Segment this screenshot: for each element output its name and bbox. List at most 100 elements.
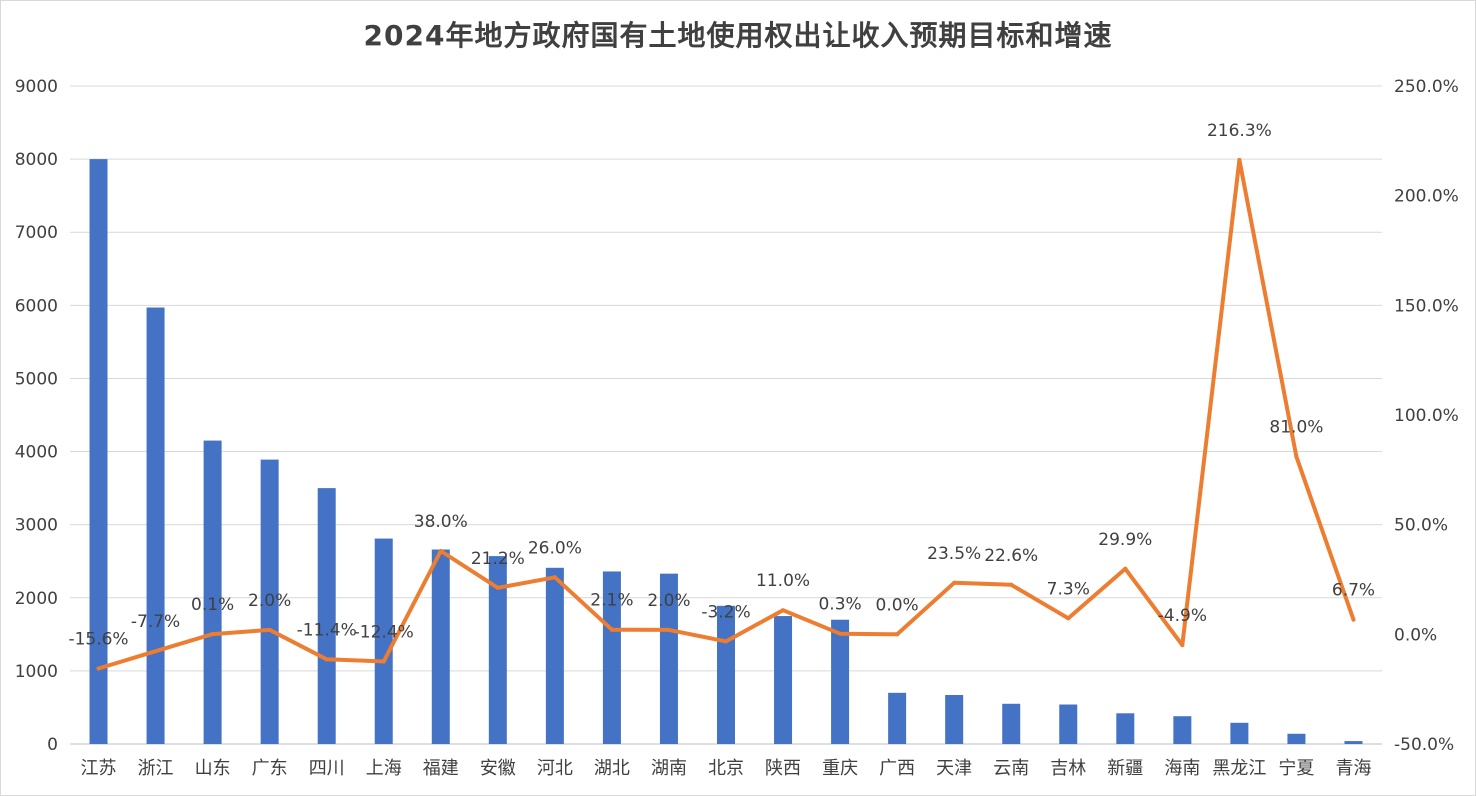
right-axis-tick-label: -50.0% — [1394, 735, 1454, 755]
category-label: 新疆 — [1107, 758, 1143, 779]
growth-data-label: 11.0% — [756, 571, 810, 591]
growth-data-label: 0.3% — [818, 595, 861, 615]
growth-data-label: 2.1% — [590, 591, 633, 611]
growth-point — [781, 608, 786, 613]
growth-point — [210, 632, 215, 637]
bar — [374, 538, 393, 744]
category-label: 山东 — [195, 758, 231, 779]
bar — [831, 619, 850, 744]
growth-data-label: 26.0% — [528, 538, 582, 558]
growth-point — [552, 575, 557, 580]
category-label: 云南 — [993, 758, 1029, 779]
growth-point — [1351, 617, 1356, 622]
bar — [774, 616, 793, 744]
left-axis-tick-label: 4000 — [15, 443, 58, 463]
bar — [260, 459, 279, 744]
growth-point — [724, 639, 728, 644]
left-axis-tick-label: 5000 — [15, 369, 58, 389]
left-axis-tick-label: 3000 — [15, 516, 58, 536]
left-axis-tick-label: 1000 — [15, 662, 58, 682]
growth-data-label: 0.1% — [191, 595, 234, 615]
growth-point — [324, 657, 329, 662]
category-label: 北京 — [708, 758, 744, 779]
growth-point — [1180, 643, 1185, 648]
bar — [717, 605, 735, 744]
right-axis-tick-label: 100.0% — [1394, 406, 1459, 426]
category-label: 广东 — [252, 758, 288, 779]
left-axis-tick-label: 2000 — [15, 589, 58, 609]
category-label: 天津 — [936, 758, 972, 779]
right-axis-tick-label: 200.0% — [1394, 187, 1459, 207]
bar — [1344, 741, 1363, 744]
bar — [317, 488, 336, 744]
growth-point — [438, 548, 443, 553]
category-label: 宁夏 — [1278, 758, 1314, 779]
growth-point — [96, 666, 101, 671]
bar — [89, 159, 108, 745]
category-label: 浙江 — [138, 758, 174, 779]
growth-data-label: 38.0% — [414, 512, 468, 532]
category-label: 江苏 — [81, 758, 117, 779]
right-axis-tick-label: 150.0% — [1394, 296, 1459, 316]
growth-data-label: 7.3% — [1047, 579, 1090, 599]
growth-data-label: -11.4% — [297, 620, 357, 640]
growth-data-label: 216.3% — [1207, 121, 1272, 141]
category-label: 陕西 — [765, 758, 801, 779]
bar — [659, 573, 678, 744]
growth-data-label: -12.4% — [354, 623, 414, 643]
category-label: 安徽 — [480, 758, 516, 779]
growth-data-label: 2.0% — [248, 591, 291, 611]
bar — [945, 695, 964, 744]
bar — [488, 556, 507, 744]
left-axis-tick-label: 6000 — [15, 296, 58, 316]
growth-data-label: 29.9% — [1098, 530, 1152, 550]
category-label: 河北 — [537, 758, 573, 779]
bar — [146, 307, 165, 744]
growth-data-label: 0.0% — [876, 595, 919, 615]
growth-data-label: -3.2% — [701, 602, 750, 622]
bar — [602, 571, 621, 744]
growth-point — [381, 659, 386, 664]
bar — [1059, 704, 1078, 744]
bar — [1230, 722, 1249, 744]
category-label: 吉林 — [1050, 758, 1086, 779]
growth-point — [1123, 566, 1128, 571]
right-axis-tick-label: 0.0% — [1394, 625, 1437, 645]
growth-point — [952, 580, 957, 585]
growth-data-label: 81.0% — [1269, 418, 1323, 438]
growth-data-label: 22.6% — [984, 546, 1038, 566]
bar — [1116, 713, 1135, 744]
bar — [203, 440, 222, 744]
left-axis-tick-label: 0 — [47, 735, 58, 755]
growth-point — [1237, 157, 1242, 162]
category-label: 湖南 — [651, 758, 687, 779]
bar — [888, 692, 907, 744]
left-axis-tick-label: 8000 — [15, 150, 58, 170]
growth-point — [895, 632, 900, 637]
category-label: 重庆 — [822, 758, 858, 779]
category-label: 上海 — [366, 758, 402, 779]
bar — [1287, 733, 1306, 744]
left-axis-tick-label: 7000 — [15, 223, 58, 243]
growth-point — [1294, 454, 1299, 459]
growth-data-label: -7.7% — [131, 612, 180, 632]
growth-point — [609, 627, 614, 632]
category-label: 福建 — [423, 758, 459, 779]
growth-data-label: 21.2% — [471, 549, 525, 569]
growth-point — [666, 627, 671, 632]
category-label: 海南 — [1164, 758, 1200, 779]
bar — [545, 567, 564, 744]
growth-data-label: 2.0% — [647, 591, 690, 611]
growth-point — [267, 627, 272, 632]
growth-point — [153, 649, 158, 654]
growth-point — [1009, 582, 1014, 587]
growth-data-label: -4.9% — [1158, 606, 1207, 626]
category-label: 青海 — [1335, 758, 1371, 779]
chart-title: 2024年地方政府国有土地使用权出让收入预期目标和增速 — [363, 19, 1113, 52]
right-axis-tick-label: 50.0% — [1394, 516, 1448, 536]
category-label: 湖北 — [594, 758, 630, 779]
left-axis-tick-label: 9000 — [15, 77, 58, 97]
growth-point — [838, 631, 843, 636]
